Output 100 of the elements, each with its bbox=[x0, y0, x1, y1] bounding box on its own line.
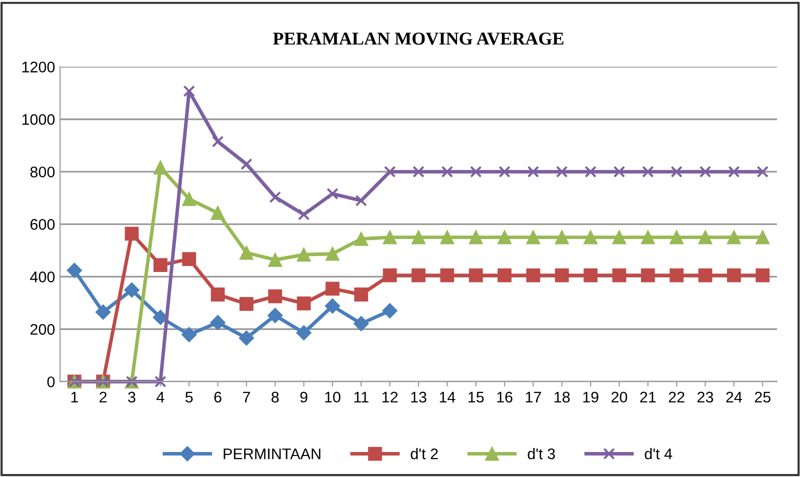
point bbox=[470, 166, 482, 178]
x-tick-label: 14 bbox=[440, 392, 456, 402]
x-tick-label: 16 bbox=[497, 392, 512, 403]
point bbox=[756, 268, 770, 282]
point bbox=[268, 308, 283, 324]
point bbox=[441, 166, 454, 178]
point bbox=[584, 230, 598, 244]
point bbox=[468, 268, 483, 282]
point bbox=[212, 136, 224, 148]
point bbox=[526, 230, 540, 244]
point bbox=[756, 166, 769, 178]
point bbox=[727, 230, 741, 244]
point bbox=[728, 166, 740, 178]
point bbox=[326, 282, 340, 296]
point bbox=[412, 166, 424, 178]
legend-label: PERMINTAAN bbox=[224, 448, 320, 460]
point bbox=[640, 230, 655, 244]
point bbox=[612, 230, 626, 244]
point bbox=[554, 230, 569, 244]
point bbox=[183, 85, 196, 98]
point bbox=[640, 268, 655, 282]
point bbox=[527, 166, 540, 178]
point bbox=[554, 268, 569, 282]
x-tick-label: 20 bbox=[612, 392, 628, 403]
x-tick-label: 3 bbox=[128, 392, 136, 403]
y-tick-label: 800 bbox=[30, 166, 55, 178]
x-tick-label: 5 bbox=[185, 392, 193, 403]
y-tick-label: 400 bbox=[30, 272, 55, 282]
point bbox=[326, 246, 340, 261]
point bbox=[384, 166, 396, 178]
point bbox=[698, 230, 712, 244]
point bbox=[670, 230, 684, 244]
point bbox=[498, 268, 512, 282]
legend-label: d't 2 bbox=[410, 448, 438, 460]
point bbox=[182, 192, 196, 206]
point bbox=[756, 230, 770, 244]
x-tick-label: 11 bbox=[354, 392, 368, 402]
point bbox=[556, 166, 568, 178]
point bbox=[355, 194, 368, 206]
point bbox=[670, 268, 684, 282]
point bbox=[440, 230, 454, 244]
point bbox=[612, 268, 626, 282]
point bbox=[642, 166, 654, 178]
point bbox=[240, 158, 252, 170]
point bbox=[382, 303, 398, 318]
point bbox=[699, 166, 712, 178]
point bbox=[382, 268, 397, 282]
point bbox=[153, 258, 168, 272]
point bbox=[354, 316, 369, 332]
point bbox=[584, 268, 598, 282]
y-tick-label: 1000 bbox=[22, 114, 55, 125]
point bbox=[210, 315, 226, 330]
point bbox=[268, 252, 282, 267]
x-tick-label: 6 bbox=[214, 392, 222, 403]
point bbox=[124, 282, 140, 298]
point bbox=[613, 166, 626, 178]
x-tick-label: 21 bbox=[640, 392, 656, 402]
point bbox=[526, 268, 540, 282]
point bbox=[298, 208, 310, 220]
x-tick-label: 4 bbox=[156, 392, 164, 402]
point bbox=[268, 289, 282, 304]
x-tick-label: 13 bbox=[411, 392, 426, 403]
point bbox=[382, 230, 397, 244]
x-tick-label: 23 bbox=[698, 392, 714, 403]
y-tick-label: 200 bbox=[30, 324, 55, 335]
point bbox=[296, 325, 312, 340]
x-tick-label: 1 bbox=[71, 392, 78, 402]
point bbox=[727, 268, 741, 282]
x-tick-label: 9 bbox=[300, 392, 308, 403]
y-tick-label: 0 bbox=[47, 376, 55, 388]
point bbox=[269, 191, 282, 204]
point bbox=[296, 296, 311, 310]
point bbox=[670, 166, 683, 178]
y-tick-label: 1200 bbox=[22, 62, 55, 72]
y-tick-label: 600 bbox=[30, 219, 55, 230]
x-tick-label: 2 bbox=[100, 392, 107, 402]
point bbox=[354, 288, 368, 302]
point bbox=[296, 248, 311, 262]
point bbox=[210, 206, 225, 220]
legend-label: d't 4 bbox=[644, 448, 672, 460]
point bbox=[66, 262, 82, 278]
point bbox=[153, 160, 168, 174]
x-tick-label: 10 bbox=[325, 392, 340, 403]
x-tick-label: 24 bbox=[726, 392, 742, 402]
x-tick-label: 15 bbox=[468, 392, 484, 403]
x-tick-label: 12 bbox=[382, 392, 398, 402]
point bbox=[468, 230, 483, 244]
x-tick-label: 25 bbox=[754, 392, 770, 403]
x-tick-label: 18 bbox=[554, 392, 570, 403]
point bbox=[238, 330, 254, 346]
point bbox=[240, 246, 254, 260]
point bbox=[498, 230, 512, 244]
x-tick-label: 8 bbox=[272, 392, 279, 403]
point bbox=[440, 268, 454, 282]
x-tick-label: 17 bbox=[526, 392, 541, 402]
point bbox=[96, 304, 111, 320]
point bbox=[698, 268, 712, 282]
point bbox=[210, 288, 225, 302]
point bbox=[154, 376, 166, 388]
point bbox=[182, 252, 196, 266]
